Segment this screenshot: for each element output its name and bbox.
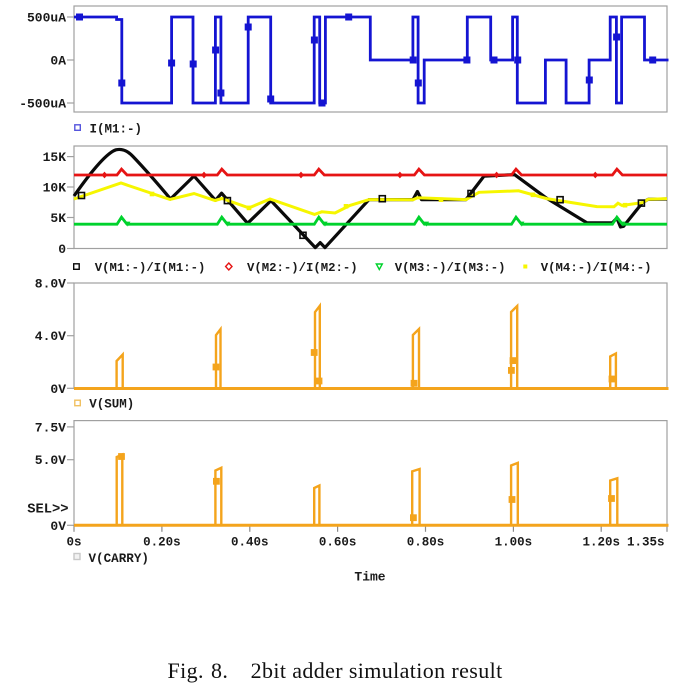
- svg-text:500uA: 500uA: [27, 11, 66, 26]
- svg-text:0V: 0V: [50, 382, 66, 397]
- svg-text:10K: 10K: [43, 181, 67, 196]
- svg-text:2bit adder simulation result: 2bit adder simulation result: [251, 658, 503, 683]
- svg-text:0: 0: [58, 242, 66, 257]
- svg-text:V(M2:-)/I(M2:-): V(M2:-)/I(M2:-): [247, 261, 358, 275]
- svg-text:1.35s: 1.35s: [627, 536, 665, 550]
- svg-text:I(M1:-): I(M1:-): [90, 123, 143, 137]
- svg-text:0s: 0s: [66, 536, 81, 550]
- svg-text:V(M3:-)/I(M3:-): V(M3:-)/I(M3:-): [395, 261, 506, 275]
- svg-text:5.0V: 5.0V: [35, 453, 66, 468]
- svg-text:V(CARRY): V(CARRY): [89, 552, 149, 566]
- svg-text:V(SUM): V(SUM): [89, 398, 134, 412]
- svg-text:1.20s: 1.20s: [582, 536, 620, 550]
- svg-text:8.: 8.: [211, 658, 228, 683]
- svg-text:7.5V: 7.5V: [35, 420, 66, 435]
- svg-text:V(M1:-)/I(M1:-): V(M1:-)/I(M1:-): [95, 261, 206, 275]
- svg-text:4.0V: 4.0V: [35, 329, 66, 344]
- svg-text:1.00s: 1.00s: [495, 536, 533, 550]
- svg-text:0.40s: 0.40s: [231, 536, 269, 550]
- svg-text:0.60s: 0.60s: [319, 536, 357, 550]
- svg-text:Fig.: Fig.: [168, 658, 204, 683]
- svg-text:0A: 0A: [50, 54, 66, 69]
- svg-text:0.20s: 0.20s: [143, 536, 181, 550]
- svg-text:0.80s: 0.80s: [407, 536, 445, 550]
- svg-text:SEL>>: SEL>>: [27, 503, 68, 518]
- svg-text:Time: Time: [354, 570, 385, 585]
- svg-text:V(M4:-)/I(M4:-): V(M4:-)/I(M4:-): [541, 261, 652, 275]
- svg-text:-500uA: -500uA: [19, 97, 66, 112]
- svg-text:15K: 15K: [43, 150, 67, 165]
- svg-text:0V: 0V: [50, 519, 66, 534]
- svg-text:8.0V: 8.0V: [35, 277, 66, 292]
- svg-text:5K: 5K: [50, 211, 66, 226]
